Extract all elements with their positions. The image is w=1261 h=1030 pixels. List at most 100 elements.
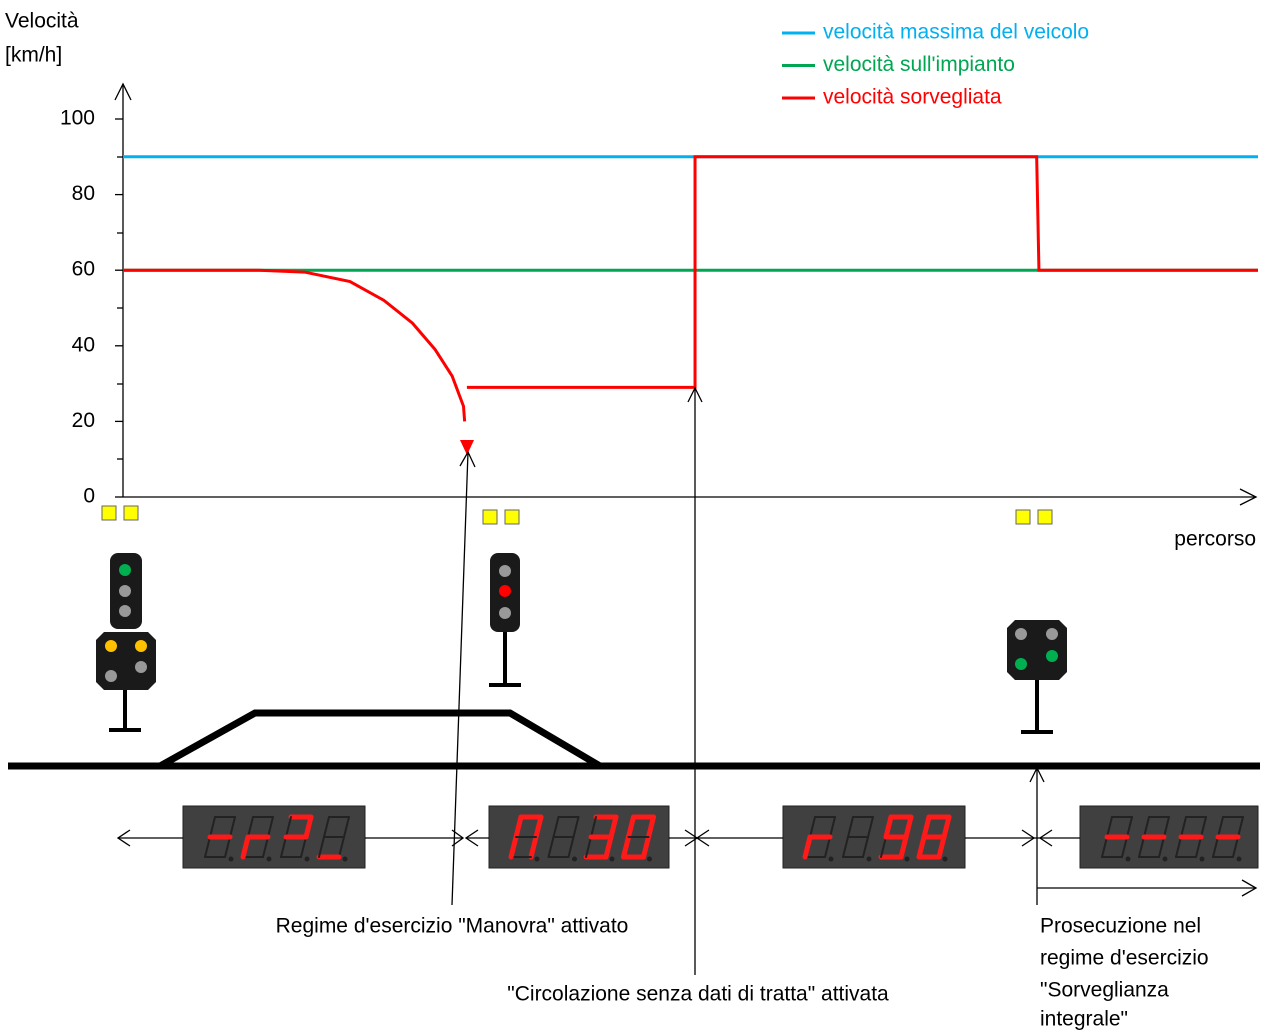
segment xyxy=(247,816,254,838)
segment xyxy=(921,814,932,840)
dot xyxy=(228,856,234,862)
segment xyxy=(1237,816,1244,838)
segment xyxy=(209,816,216,838)
legend-label: velocità massima del veicolo xyxy=(823,21,1089,44)
signal xyxy=(1007,620,1067,734)
y-tick-label: 20 xyxy=(72,409,95,432)
y-axis-label: [km/h] xyxy=(5,44,62,67)
segment xyxy=(338,836,345,858)
segment xyxy=(1217,816,1224,838)
dot xyxy=(904,856,910,862)
segment xyxy=(513,814,524,840)
track xyxy=(8,709,1260,770)
segment xyxy=(847,816,854,838)
y-tick-label: 0 xyxy=(83,485,95,508)
segment xyxy=(229,816,236,838)
segment xyxy=(1101,836,1108,858)
segment xyxy=(641,834,651,860)
legend-label: velocità sull'impianto xyxy=(823,53,1015,76)
segment xyxy=(318,836,325,858)
y-tick-label: 60 xyxy=(72,258,95,281)
y-tick-label: 100 xyxy=(60,107,95,130)
segment xyxy=(626,814,636,840)
segment xyxy=(842,836,849,858)
segment xyxy=(916,834,927,860)
segment xyxy=(862,836,869,858)
segment xyxy=(590,816,597,838)
segment xyxy=(533,814,544,840)
dot xyxy=(1162,856,1168,862)
segment xyxy=(343,816,350,838)
segment xyxy=(204,836,211,858)
segment xyxy=(1232,836,1239,858)
segment xyxy=(262,836,269,858)
segment xyxy=(936,834,947,860)
segment xyxy=(829,816,836,838)
y-tick-label: 40 xyxy=(72,333,95,356)
segment xyxy=(1158,836,1165,858)
dot xyxy=(1125,856,1131,862)
connectors xyxy=(116,386,1258,975)
segment xyxy=(1126,816,1133,838)
signal xyxy=(489,553,521,687)
arrowhead xyxy=(460,440,474,455)
annotation: regime d'esercizio xyxy=(1040,947,1209,970)
segment xyxy=(323,816,330,838)
segment xyxy=(1143,816,1150,838)
segment xyxy=(303,814,314,840)
segment xyxy=(603,834,614,860)
segment xyxy=(528,834,539,860)
signal xyxy=(96,553,156,732)
legend: velocità massima del veicolo velocità sul… xyxy=(782,21,1089,109)
segment xyxy=(300,836,307,858)
segment xyxy=(898,834,909,860)
segment xyxy=(508,834,519,860)
segment xyxy=(552,816,560,838)
markers xyxy=(101,505,1053,525)
dot xyxy=(572,856,577,862)
segment xyxy=(585,836,592,858)
annotation: "Sorveglianza xyxy=(1040,979,1169,1002)
dot xyxy=(609,856,615,862)
segment xyxy=(646,814,656,840)
displays xyxy=(182,805,1259,869)
dot xyxy=(828,856,834,862)
segment xyxy=(867,816,874,838)
segment xyxy=(621,834,631,860)
segment xyxy=(880,836,887,858)
segment xyxy=(285,816,292,838)
series-line xyxy=(123,155,1258,422)
segment xyxy=(1195,836,1202,858)
dot xyxy=(1199,856,1205,862)
x-axis-label: percorso xyxy=(1174,528,1256,551)
segment xyxy=(941,814,952,840)
segment xyxy=(1180,816,1187,838)
segment xyxy=(547,836,555,858)
annotation: integrale" xyxy=(1040,1008,1128,1030)
segment xyxy=(1121,836,1128,858)
dot xyxy=(534,856,540,862)
segment xyxy=(1106,816,1113,838)
segment xyxy=(280,836,287,858)
annotation: "Circolazione senza dati di tratta" atti… xyxy=(507,983,889,1006)
dot xyxy=(942,856,948,862)
dot xyxy=(647,856,652,862)
dot xyxy=(304,856,310,862)
segment xyxy=(224,836,231,858)
y-tick-label: 80 xyxy=(72,182,95,205)
plot-area: 0 20 40 60 80 100 xyxy=(60,107,1258,508)
dot xyxy=(266,856,272,862)
legend-label: velocità sorvegliata xyxy=(823,86,1002,109)
segment xyxy=(267,816,274,838)
segment xyxy=(608,814,619,840)
segment xyxy=(802,834,813,860)
segment xyxy=(1200,816,1207,838)
segment xyxy=(572,816,580,838)
y-axis-label: Velocità xyxy=(5,10,79,33)
segment xyxy=(809,816,816,838)
segment xyxy=(1138,836,1145,858)
segment xyxy=(1212,836,1219,858)
dot xyxy=(866,856,872,862)
